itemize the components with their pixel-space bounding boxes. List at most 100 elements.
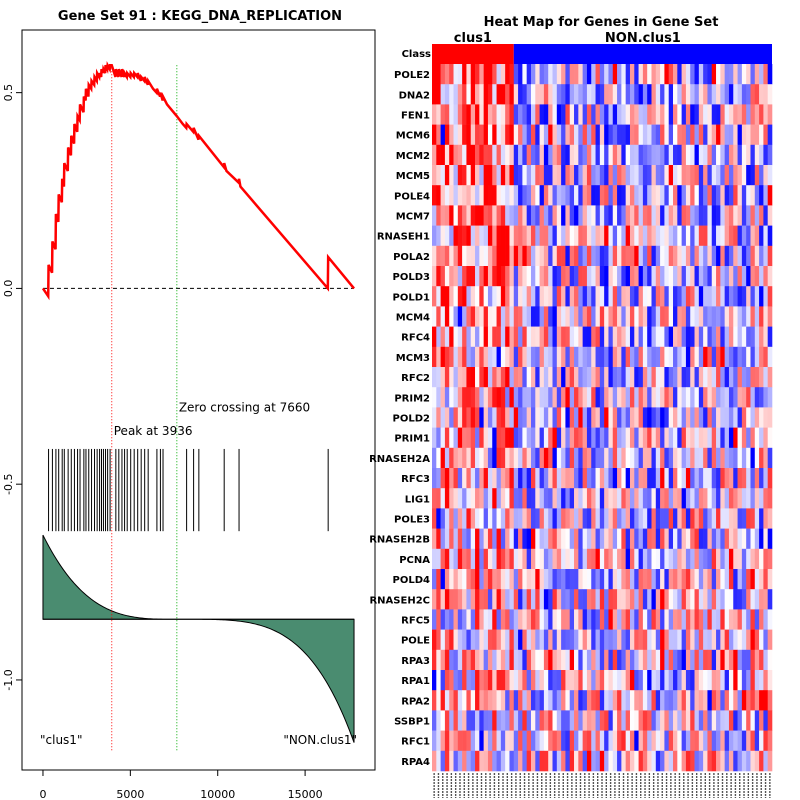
heatmap-cell [453,649,459,671]
heatmap-cell [518,468,523,489]
heatmap-cell [561,569,566,590]
heatmap-cell [561,326,566,348]
heatmap-cell [548,64,553,85]
heatmap-cell [634,84,639,105]
heatmap-cell [586,730,592,752]
heatmap-cell [604,346,609,368]
heatmap-cell [526,649,532,671]
heatmap-cell [535,710,540,731]
heatmap-cell [642,589,648,610]
heatmap-cell [599,225,605,247]
heatmap-cell [737,306,743,327]
heatmap-cell [629,326,635,348]
heatmap-cell [509,528,515,550]
heatmap-cell [462,286,467,307]
heatmap-cell [728,629,734,651]
heatmap-cell [496,730,502,752]
heatmap-cell [487,266,493,287]
heatmap-cell [746,205,751,226]
heatmap-cell [479,589,484,610]
heatmap-cell [763,468,768,489]
heatmap-cell [565,387,571,408]
heatmap-cell [539,609,545,630]
heatmap-cell [543,306,549,327]
heatmap-cell [651,730,657,752]
heatmap-cell [724,407,730,428]
heatmap-cell [586,569,592,590]
heatmap-cell [767,165,773,186]
heatmap-cell [483,124,489,146]
heatmap-cell [737,750,743,772]
heatmap-cell [750,710,756,731]
heatmap-cell [698,165,704,186]
heatmap-cell [578,266,583,287]
heatmap-cell [711,710,717,731]
heatmap-cell [651,326,657,348]
heatmap-cell [642,266,648,287]
heatmap-cell [651,84,657,105]
heatmap-cell [629,629,635,651]
heatmap-cell [522,690,527,711]
heatmap-cell [513,387,519,408]
heatmap-cell [543,144,549,166]
heatmap-cell [440,750,446,772]
heatmap-cell [543,649,549,671]
heatmap-cell [449,569,454,590]
heatmap-cell [754,205,760,226]
heatmap-cell [720,387,725,408]
heatmap-cell [703,629,708,651]
heatmap-cell [604,447,609,469]
heatmap-cell [638,690,644,711]
heatmap-cell [741,589,747,610]
heatmap-cell [543,165,549,186]
heatmap-cell [453,710,459,731]
heatmap-cell [655,468,661,489]
heatmap-cell [612,225,618,247]
heatmap-cell [629,609,635,630]
heatmap-cell [556,569,562,590]
heatmap-cell [608,326,614,348]
heatmap-cell [612,649,618,671]
heatmap-cell [763,84,768,105]
gene-label: RFC3 [401,474,430,485]
heatmap-cell [724,710,730,731]
heatmap-cell [638,629,644,651]
heatmap-cell [470,185,476,206]
heatmap-cell [483,548,489,570]
heatmap-cell [552,84,558,105]
heatmap-cell [509,165,515,186]
heatmap-cell [763,367,768,388]
heatmap-cell [621,548,626,570]
heatmap-cell [608,144,614,166]
heatmap-cell [505,286,510,307]
heatmap-cell [707,750,713,772]
heatmap-cell [479,528,484,550]
heatmap-cell [651,447,657,469]
heatmap-cell [599,447,605,469]
heatmap-cell [561,548,566,570]
heatmap-cell [518,286,523,307]
heatmap-cell [565,84,571,105]
heatmap-cell [518,64,523,85]
heatmap-cell [522,306,527,327]
heatmap-cell [599,124,605,146]
heatmap-cell [629,589,635,610]
heatmap-cell [586,124,592,146]
heatmap-cell [470,569,476,590]
heatmap-cell [543,266,549,287]
heatmap-cell [677,629,682,651]
heatmap-cell [660,165,665,186]
heatmap-cell [526,245,532,267]
heatmap-cell [500,245,506,267]
heatmap-cell [552,387,558,408]
heatmap-cell [728,548,734,570]
heatmap-cell [604,750,609,772]
gene-label: POLD1 [393,292,431,303]
heatmap-cell [660,670,665,691]
heatmap-cell [578,286,583,307]
heatmap-cell [728,407,734,428]
heatmap-cell [728,225,734,247]
y-tick-label: -1.0 [2,669,15,690]
heatmap-cell [595,750,601,772]
heatmap-cell [759,488,764,509]
